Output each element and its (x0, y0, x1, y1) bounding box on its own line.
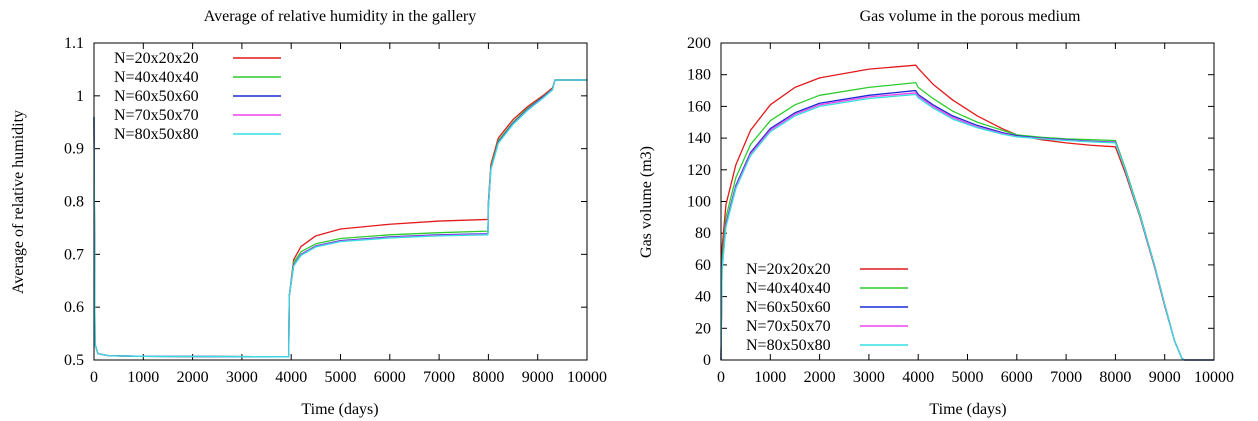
y-tick-label: 0.9 (64, 141, 84, 158)
series-line-5 (93, 79, 587, 358)
x-tick-label: 9000 (522, 369, 554, 386)
legend-label: N=60x50x60 (746, 299, 831, 316)
x-tick-label: 5000 (952, 369, 984, 386)
y-tick-label: 0.7 (64, 246, 84, 263)
legend-label: N=40x40x40 (746, 280, 831, 297)
y-tick-label: 40 (695, 289, 711, 306)
chart-right-series (720, 64, 1214, 361)
x-tick-label: 1000 (754, 369, 786, 386)
chart-left-series (93, 79, 587, 358)
x-tick-label: 8000 (472, 369, 504, 386)
x-tick-label: 7000 (423, 369, 455, 386)
y-tick-label: 140 (687, 130, 711, 147)
y-tick-label: 100 (687, 194, 711, 211)
y-tick-label: 1.1 (64, 35, 84, 52)
x-tick-label: 4000 (902, 369, 934, 386)
chart-right-xticks: 0 1000 2000 3000 4000 5000 6000 7000 8000 9000 100… (717, 43, 1234, 386)
x-tick-label: 1000 (127, 369, 159, 386)
legend-label: N=80x50x80 (114, 126, 199, 143)
x-tick-label: 0 (717, 369, 725, 386)
legend-label: N=60x50x60 (114, 88, 199, 105)
chart-right-ylabel: Gas volume (m3) (638, 146, 655, 258)
chart-right-xlabel: Time (days) (929, 401, 1006, 418)
chart-left-xlabel: Time (days) (301, 401, 378, 418)
y-tick-label: 0.5 (64, 352, 84, 369)
x-tick-label: 10000 (567, 369, 607, 386)
x-tick-label: 0 (90, 369, 98, 386)
chart-right-legend: N=20x20x20 N=40x40x40 N=60x50x60 N=70x50x70… (746, 261, 908, 354)
chart-left-ylabel: Average of relative humidity (10, 110, 27, 294)
legend-label: N=70x50x70 (114, 107, 199, 124)
chart-left-yticks: 0.5 0.6 0.7 0.8 0.9 1 1.1 (64, 35, 587, 369)
x-tick-label: 6000 (374, 369, 406, 386)
x-tick-label: 3000 (226, 369, 258, 386)
x-tick-label: 3000 (853, 369, 885, 386)
x-tick-label: 9000 (1149, 369, 1181, 386)
legend-label: N=20x20x20 (746, 261, 831, 278)
legend-label: N=20x20x20 (114, 50, 199, 67)
chart-right-title: Gas volume in the porous medium (860, 8, 1081, 25)
chart-left-legend: N=20x20x20 N=40x40x40 N=60x50x60 N=70x50x70… (114, 50, 281, 143)
series-line-5 (720, 93, 1214, 361)
x-tick-label: 6000 (1001, 369, 1033, 386)
chart-left-title: Average of relative humidity in the gall… (204, 8, 477, 25)
legend-label: N=40x40x40 (114, 69, 199, 86)
chart-left-xticks: 0 1000 2000 3000 4000 5000 6000 7000 8000 9000 100… (90, 43, 607, 386)
chart-right-plot-frame (720, 42, 1215, 361)
x-tick-label: 5000 (325, 369, 357, 386)
y-tick-label: 200 (687, 35, 711, 52)
x-tick-label: 8000 (1099, 369, 1131, 386)
chart-right: Gas volume in the porous medium Gas volu… (638, 8, 1234, 418)
x-tick-label: 2000 (177, 369, 209, 386)
y-tick-label: 20 (695, 320, 711, 337)
y-tick-label: 0 (703, 352, 711, 369)
x-tick-label: 7000 (1050, 369, 1082, 386)
chart-right-yticks: 0 20 40 60 80 100 120 140 160 180 200 (687, 35, 1214, 369)
y-tick-label: 180 (687, 67, 711, 84)
chart-left: Average of relative humidity in the gall… (10, 8, 607, 418)
y-tick-label: 0.8 (64, 194, 84, 211)
chart-left-plot-frame (93, 42, 588, 361)
legend-label: N=70x50x70 (746, 318, 831, 335)
legend-label: N=80x50x80 (746, 337, 831, 354)
y-tick-label: 160 (687, 98, 711, 115)
x-tick-label: 4000 (275, 369, 307, 386)
y-tick-label: 120 (687, 162, 711, 179)
y-tick-label: 80 (695, 225, 711, 242)
y-tick-label: 0.6 (64, 299, 84, 316)
x-tick-label: 2000 (804, 369, 836, 386)
y-tick-label: 1 (76, 88, 84, 105)
y-tick-label: 60 (695, 257, 711, 274)
x-tick-label: 10000 (1194, 369, 1234, 386)
